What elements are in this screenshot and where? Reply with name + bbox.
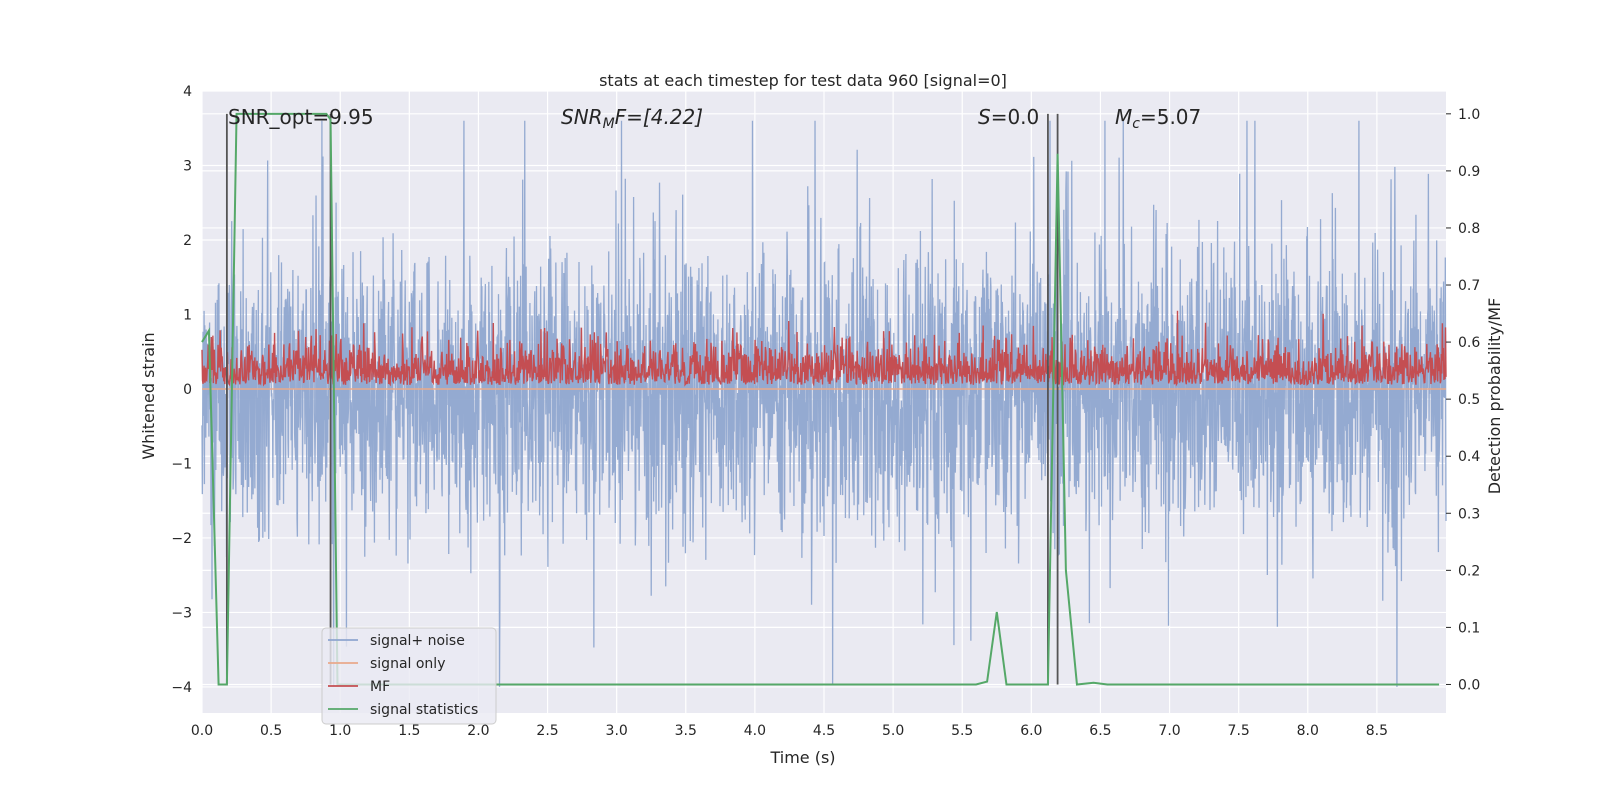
y2-tick-label: 0.5 [1458,392,1480,408]
annotation-snr-mf-base: SNR [561,105,603,129]
y2-axis-ticks: 0.0 0.1 0.2 0.3 0.4 0.5 0.6 0.7 0.8 0.9 1.0 [1446,107,1480,693]
y-tick-label: 0 [183,382,192,398]
x-tick-label: 0.0 [191,723,213,739]
y-tick-label: −3 [171,605,192,621]
annotation-mc-base: M [1115,105,1132,129]
series-signal-statistics [201,112,1440,686]
y2-tick-label: 0.9 [1458,164,1480,180]
annotation-mc-sub: c [1132,116,1140,132]
x-tick-label: 4.0 [744,723,766,739]
x-tick-label: 8.0 [1297,723,1319,739]
mf-line [201,310,1447,387]
series-signal-noise [201,120,1447,687]
y2-tick-label: 0.4 [1458,449,1480,465]
x-tick-label: 4.5 [813,723,835,739]
annotation-s-rest: =0.0 [991,105,1040,129]
x-tick-label: 2.5 [536,723,558,739]
x-tick-label: 3.0 [606,723,628,739]
y2-tick-label: 1.0 [1458,107,1480,123]
x-tick-label: 0.5 [260,723,282,739]
annotation-s-base: S [978,105,991,129]
x-tick-label: 5.5 [951,723,973,739]
y2-tick-label: 0.7 [1458,278,1480,294]
y2-tick-label: 0.0 [1458,677,1480,693]
vertical-markers [225,113,1059,685]
y-axis-ticks: −4 −3 −2 −1 0 1 2 3 4 [171,84,192,696]
y-tick-label: 4 [183,84,192,100]
x-tick-label: 8.5 [1366,723,1388,739]
y2-tick-label: 0.8 [1458,221,1480,237]
annotation-mc: Mc=5.07 [1115,105,1201,132]
annotation-s: S=0.0 [978,105,1039,129]
x-tick-label: 1.5 [398,723,420,739]
x-axis-ticks: 0.0 0.5 1.0 1.5 2.0 2.5 3.0 3.5 4.0 4.5 5.0 5.5 6.0 6… [191,723,1388,739]
signal-statistics-line [201,112,1440,686]
y-tick-label: −2 [171,531,192,547]
y-tick-label: 3 [183,158,192,174]
annotation-snr-mf: SNRMF=[4.22] [561,105,703,132]
x-tick-label: 7.5 [1228,723,1250,739]
y-tick-label: 1 [183,307,192,323]
y2-axis-label: Detection probability/MF [1485,298,1504,495]
series-mf [201,310,1447,387]
y2-tick-label: 0.6 [1458,335,1480,351]
x-tick-label: 6.5 [1089,723,1111,739]
legend-label-mf: MF [370,679,390,695]
annotation-mc-rest: =5.07 [1140,105,1201,129]
annotation-snr-mf-rest: F=[4.22] [615,105,703,129]
x-axis-label: Time (s) [769,748,835,767]
y-tick-label: 2 [183,233,192,249]
x-tick-label: 6.0 [1020,723,1042,739]
x-tick-label: 3.5 [675,723,697,739]
x-tick-label: 7.0 [1158,723,1180,739]
legend-label-signal-only: signal only [370,656,445,672]
y-tick-label: −4 [171,680,192,696]
chart-title: stats at each timestep for test data 960… [599,71,1007,90]
legend-box [321,627,497,725]
legend-label-signal-noise: signal+ noise [370,633,465,649]
annotation-snr-mf-sub: M [603,116,615,132]
legend: signal+ noise signal only MF signal stat… [321,627,497,725]
x-tick-label: 2.0 [467,723,489,739]
signal-noise-line [201,120,1447,687]
y-tick-label: −1 [171,456,192,472]
y2-tick-label: 0.2 [1458,563,1480,579]
annotation-snr-opt: SNR_opt=9.95 [228,105,374,129]
y2-tick-label: 0.3 [1458,506,1480,522]
y2-tick-label: 0.1 [1458,620,1480,636]
x-tick-label: 5.0 [882,723,904,739]
y-axis-label: Whitened strain [139,332,158,459]
legend-label-signal-statistics: signal statistics [370,702,478,718]
x-tick-label: 1.0 [329,723,351,739]
